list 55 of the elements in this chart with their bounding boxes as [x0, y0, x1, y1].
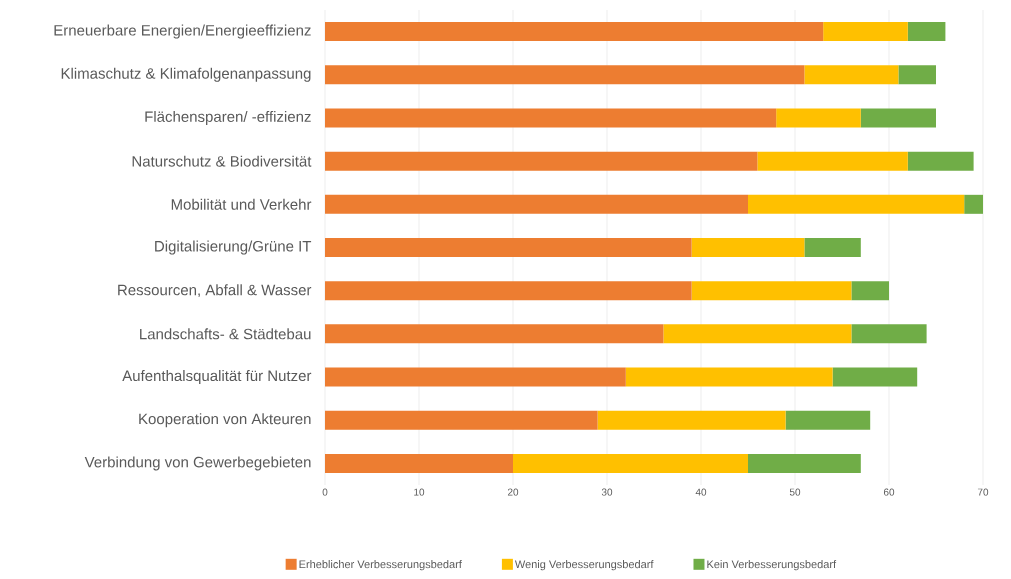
x-tick-label: 30 [601, 488, 613, 496]
x-tick-label: 60 [883, 488, 895, 496]
bar [513, 453, 748, 473]
bar [785, 410, 871, 430]
bar [898, 65, 936, 85]
bar [907, 151, 974, 171]
bar [691, 281, 852, 301]
bar [325, 367, 626, 387]
legend-label: Kein Verbesserungsbedarf [707, 560, 837, 571]
y-tick-label: Flächensparen/ -effizienz [145, 110, 311, 125]
y-tick-label: Mobilität und Verkehr [171, 198, 312, 210]
legend-label: Erheblicher Verbesserungsbedarf [299, 560, 462, 571]
bar [823, 22, 908, 42]
y-tick-label: Ressourcen, Abfall & Wasser [118, 284, 312, 298]
bar [776, 108, 861, 128]
x-tick-label: 20 [507, 488, 519, 496]
bar [860, 108, 936, 128]
bar [663, 324, 852, 344]
bar [748, 453, 861, 473]
y-tick-label: Aufenthalsqualität für Nutzer [122, 370, 312, 385]
y-tick-label: Klimaschutz & Klimafolgenanpassung [61, 67, 311, 82]
y-tick-label: Verbindung von Gewerbegebieten [84, 456, 311, 471]
bar [325, 194, 748, 214]
y-tick-label: Naturschutz & Biodiversität [132, 155, 312, 167]
x-tick-label: 0 [322, 488, 328, 496]
bar [325, 453, 513, 473]
bar [325, 22, 824, 42]
x-tick-label: 40 [695, 488, 707, 496]
bar [804, 238, 861, 257]
bar [325, 238, 692, 257]
y-tick-label: Digitalisierung/Grüne IT [155, 240, 312, 255]
x-tick-label: 10 [414, 488, 425, 496]
bar [964, 194, 983, 214]
bar [325, 151, 758, 171]
bar [325, 108, 777, 128]
bar [325, 281, 692, 301]
x-tick-label: 50 [789, 488, 801, 496]
bar [325, 410, 598, 430]
bar [832, 367, 918, 387]
bar [804, 65, 899, 85]
legend-label: Wenig Verbesserungsbedarf [514, 560, 654, 571]
bar [325, 324, 664, 344]
bar [757, 151, 908, 171]
bar [907, 22, 946, 42]
bar [597, 410, 786, 430]
y-tick-label: Landschafts- & Städtebau [140, 328, 311, 340]
bar [748, 194, 965, 214]
y-tick-label: Kooperation von Akteuren [139, 413, 311, 428]
bar [851, 281, 889, 301]
bar [691, 238, 805, 257]
bar [625, 367, 833, 387]
x-tick-label: 70 [977, 488, 989, 496]
bar [851, 324, 927, 344]
bar [325, 65, 805, 85]
y-tick-label: Erneuerbare Energien/Energieeffizienz [54, 24, 311, 39]
